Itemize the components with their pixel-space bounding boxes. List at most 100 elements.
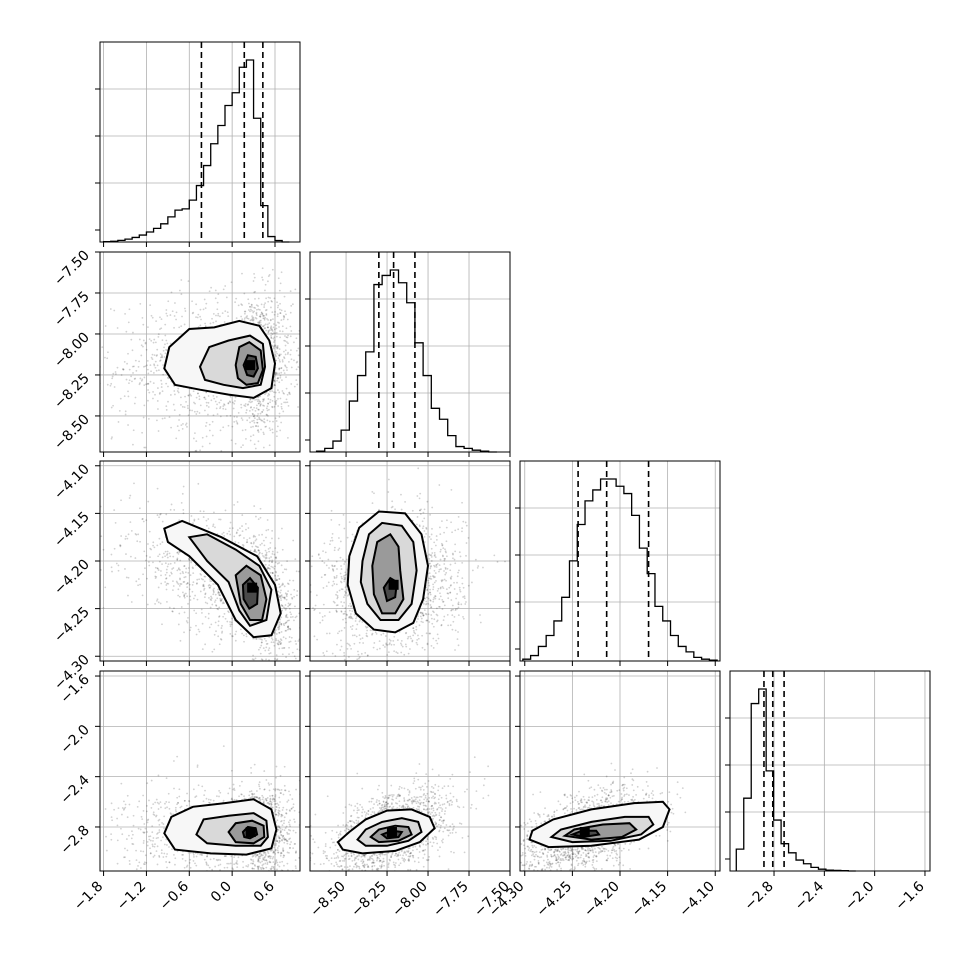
scatter-point [160, 574, 162, 577]
scatter-point [348, 616, 350, 619]
scatter-point [253, 276, 256, 279]
scatter-point [185, 583, 188, 585]
scatter-point [249, 398, 251, 401]
scatter-point [201, 648, 204, 650]
scatter-point [435, 566, 438, 568]
scatter-point [124, 538, 127, 540]
scatter-point [150, 370, 152, 373]
scatter-point [274, 400, 277, 403]
scatter-point [411, 639, 414, 642]
scatter-point [266, 414, 268, 416]
scatter-point [282, 623, 285, 625]
scatter-point [344, 592, 347, 595]
scatter-point [280, 589, 282, 592]
scatter-point [303, 583, 305, 585]
scatter-point [288, 653, 290, 656]
scatter-point [147, 417, 150, 420]
scatter-point [356, 658, 359, 661]
scatter-point [137, 578, 140, 580]
scatter-point [282, 583, 284, 586]
scatter-point [274, 417, 277, 420]
scatter-point [442, 600, 445, 603]
scatter-point [419, 509, 421, 512]
scatter-point [249, 421, 251, 424]
scatter-point [197, 392, 199, 395]
scatter-point [273, 644, 276, 647]
scatter-point [245, 528, 247, 531]
scatter-point [457, 515, 460, 518]
scatter-point [438, 484, 441, 486]
scatter-point [165, 577, 167, 580]
scatter-point [107, 351, 109, 354]
scatter-point [425, 632, 428, 635]
scatter-point [429, 562, 431, 565]
scatter-point [428, 558, 431, 560]
scatter-point [429, 565, 432, 568]
scatter-point [458, 551, 461, 554]
scatter-point [262, 399, 265, 402]
scatter-point [195, 413, 198, 415]
scatter-point [234, 301, 237, 304]
scatter-point [164, 573, 167, 576]
scatter-point [255, 398, 258, 401]
scatter-point [212, 583, 215, 585]
scatter-point [251, 658, 254, 661]
scatter-point [154, 393, 156, 396]
panel-frame [99, 41, 301, 243]
scatter-point [263, 318, 266, 321]
scatter-point [371, 491, 374, 493]
scatter-point [350, 616, 353, 618]
scatter-point [257, 396, 260, 399]
density-content [100, 482, 305, 661]
scatter-point [342, 613, 345, 615]
scatter-point [276, 377, 279, 380]
scatter-point [439, 592, 441, 595]
y-tick-label: −4.10 [51, 461, 93, 503]
scatter-point [407, 636, 410, 638]
scatter-point [153, 354, 156, 357]
scatter-point [167, 582, 170, 585]
scatter-point [222, 405, 225, 407]
scatter-point [442, 601, 444, 603]
scatter-point [153, 338, 156, 341]
scatter-point [285, 313, 287, 316]
scatter-point [428, 632, 431, 635]
scatter-point [303, 634, 305, 636]
scatter-point [194, 402, 196, 405]
scatter-point [453, 615, 456, 618]
scatter-point [193, 410, 196, 413]
scatter-point [278, 354, 281, 357]
scatter-point [179, 559, 182, 562]
scatter-point [339, 540, 342, 543]
scatter-point [341, 577, 343, 580]
scatter-point [457, 631, 459, 633]
scatter-point [252, 637, 255, 640]
scatter-point [258, 418, 261, 420]
scatter-point [128, 379, 131, 382]
scatter-point [196, 578, 199, 581]
scatter-point [335, 604, 338, 607]
scatter-point [134, 557, 137, 559]
scatter-point [358, 641, 361, 644]
scatter-point [325, 564, 328, 567]
scatter-point [303, 642, 305, 644]
scatter-point [283, 401, 286, 404]
scatter-point [287, 602, 290, 605]
scatter-point [290, 593, 292, 596]
scatter-point [303, 605, 305, 607]
scatter-point [195, 582, 198, 585]
scatter-point [119, 544, 121, 547]
scatter-point [251, 412, 254, 415]
scatter-point [165, 568, 168, 571]
scatter-point [220, 399, 222, 402]
scatter-point [329, 543, 331, 546]
scatter-point [110, 382, 113, 385]
scatter-point [242, 544, 245, 547]
scatter-point [336, 594, 339, 597]
scatter-point [276, 372, 279, 375]
scatter-point [266, 519, 269, 521]
scatter-point [251, 317, 254, 319]
scatter-point [259, 404, 262, 406]
scatter-point [423, 667, 425, 669]
scatter-point [343, 651, 346, 654]
